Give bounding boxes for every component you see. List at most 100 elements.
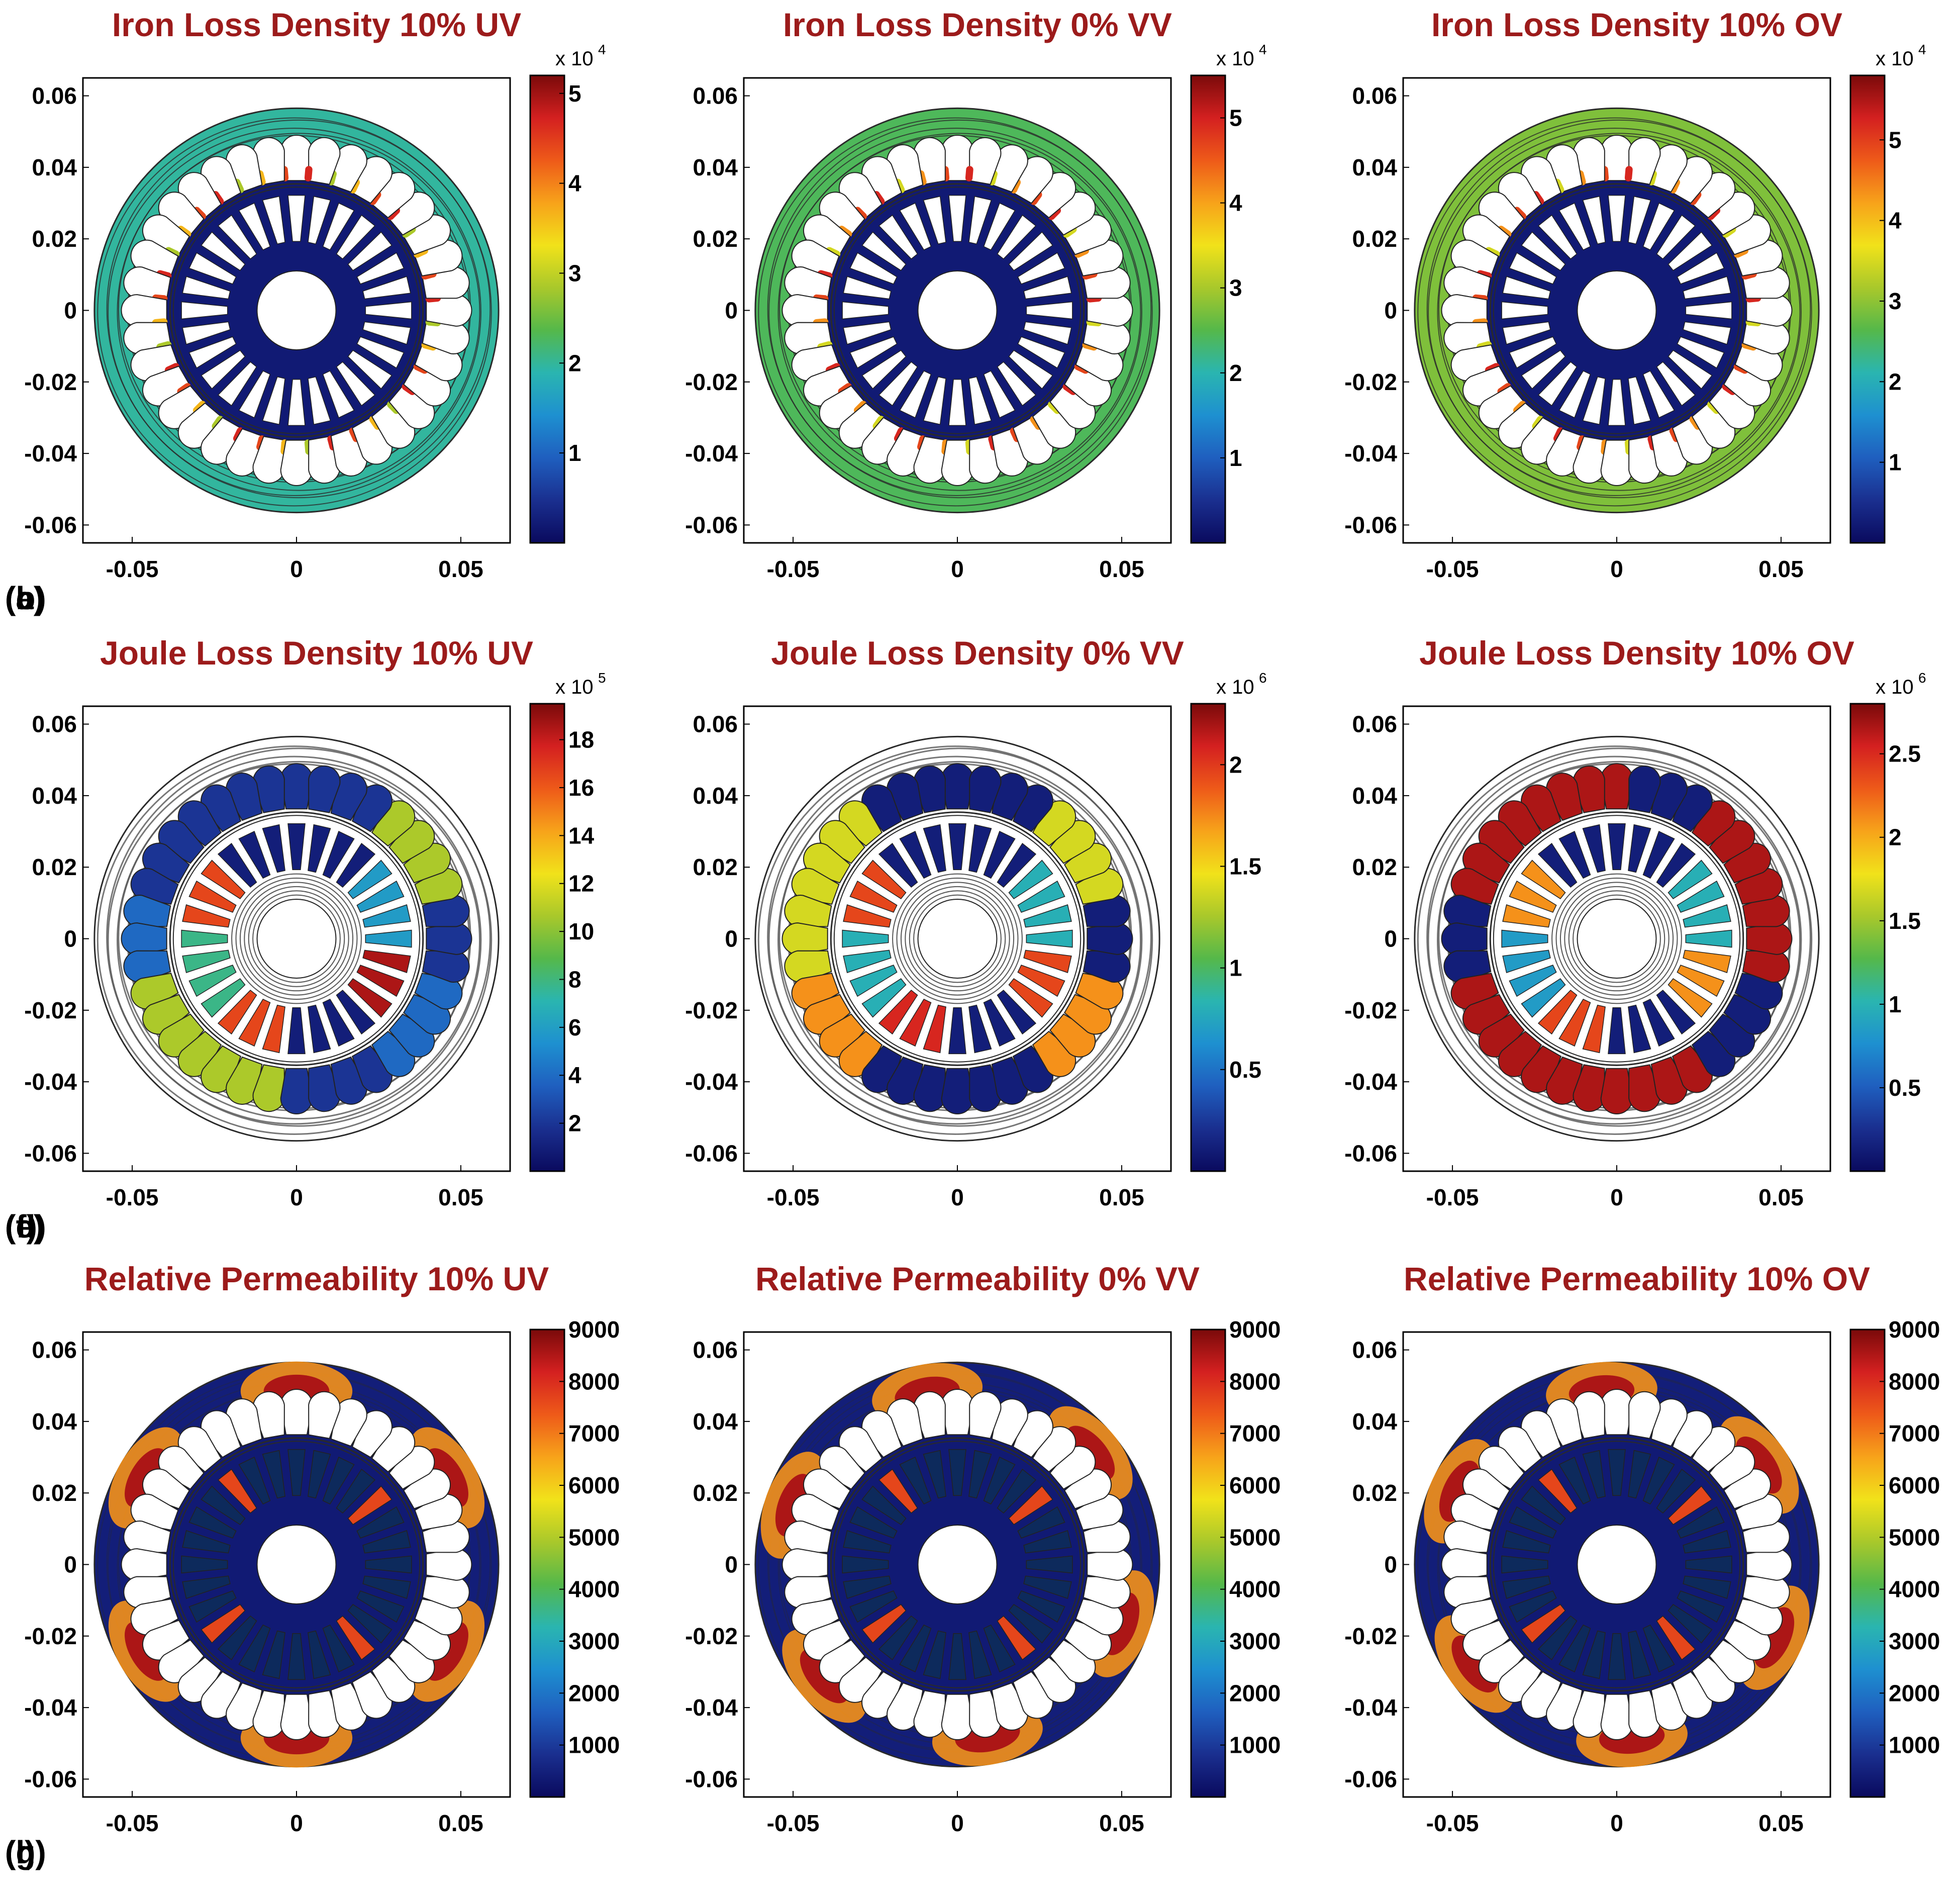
rotor-bar (843, 950, 892, 973)
rotor-bar (923, 196, 946, 245)
rotor-bar (1023, 904, 1072, 928)
panel-label: (d) (5, 1208, 46, 1245)
flux-contour-line (1436, 761, 1801, 1120)
colorbar-tick-label: 2 (1229, 751, 1242, 778)
rotor-bar (1017, 1506, 1065, 1539)
rotor-bar (287, 1449, 306, 1496)
colorbar: 0.5 1 1.5 2 2.5 x 10 6 (1849, 670, 1926, 1172)
rotor-bar (1509, 880, 1557, 913)
colorbar-tick-label: 1 (1889, 991, 1902, 1017)
shaft-hole (256, 899, 337, 979)
rotor-bar (1023, 950, 1072, 973)
colorbar-tick-label: 18 (568, 727, 594, 753)
rotor-bar (347, 1485, 393, 1526)
colorbar-tick-label: 8000 (1229, 1368, 1281, 1394)
rotor-bar (1502, 950, 1551, 973)
colorbar-exponent-power: 4 (598, 42, 606, 57)
rotor-bar (1608, 1633, 1626, 1680)
x-tick-label: 0.05 (1758, 556, 1804, 582)
rotor-bar (1509, 252, 1557, 285)
y-tick-label: -0.06 (685, 1766, 738, 1792)
colorbar-tick-label: 10 (568, 918, 594, 944)
rotor-bar (262, 1004, 285, 1054)
rotor-bar (1685, 301, 1732, 320)
rotor-contour-line (239, 882, 354, 996)
rotor-bar (923, 1630, 946, 1679)
rotor-bar (287, 195, 306, 242)
rotor-bar (861, 1603, 907, 1644)
x-tick-label: -0.05 (106, 1184, 159, 1210)
y-tick-label: -0.02 (685, 369, 738, 395)
rotor-contour-line (1564, 886, 1670, 992)
panel-label: (h) (5, 1834, 46, 1870)
rotor-bar (336, 989, 376, 1035)
rotor-bar (188, 880, 237, 913)
rotor-bar (308, 824, 331, 873)
colorbar-tick-label: 5 (1889, 127, 1902, 153)
air-gap (830, 183, 1085, 438)
rotor-bar (843, 1530, 892, 1554)
shaft-hole (1577, 1525, 1657, 1604)
y-tick-label: 0 (725, 1552, 738, 1578)
flux-contour-line (1417, 745, 1813, 1135)
rotor-bar (1685, 1555, 1732, 1574)
colorbar-gradient (1849, 1329, 1886, 1798)
rotor-contour-line (244, 886, 349, 992)
colorbar-tick-label: 4 (1229, 190, 1242, 216)
rotor-bar (948, 1449, 966, 1496)
y-tick-label: -0.04 (1344, 440, 1397, 466)
stator-slot (1600, 763, 1633, 810)
air-gap (1489, 183, 1744, 438)
stator-slot (280, 1693, 313, 1741)
panel-i: Relative Permeability 10% OV -0.05 0 0.05 0.… (5, 1260, 1940, 1870)
rotor-bar (968, 376, 992, 425)
y-tick-label: 0.04 (1352, 154, 1397, 180)
rotor-bar (1642, 370, 1675, 419)
stator-slot (308, 1391, 341, 1439)
rotor-bar (336, 361, 376, 407)
rotor-contour-line (231, 873, 362, 1004)
stator-slot (1087, 922, 1133, 955)
y-tick-label: 0.02 (1352, 226, 1397, 252)
rotor-bar (1521, 1485, 1566, 1526)
rotor-bar (356, 1590, 405, 1623)
x-tick-label: 0.05 (438, 1184, 483, 1210)
colorbar-gradient (1849, 74, 1886, 544)
x-tick-label: -0.05 (767, 556, 820, 582)
rotor-bar (1558, 1624, 1591, 1673)
rotor-bar (356, 336, 405, 369)
colorbar-tick-label: 16 (568, 775, 594, 801)
colorbar-tick-label: 2.5 (1889, 741, 1921, 767)
rotor-bar (308, 196, 331, 245)
panel-e: Joule Loss Density 0% VV -0.05 0 0.05 0.06 0.… (5, 634, 1267, 1245)
y-tick-label: -0.02 (1344, 1623, 1397, 1649)
colorbar-tick-label: 1 (1229, 445, 1242, 471)
rotor-bar (217, 989, 257, 1035)
rotor-bar (1537, 214, 1578, 260)
colorbar-tick-label: 1.5 (1889, 908, 1921, 934)
rotor-bar (968, 824, 992, 873)
rotor-bar (899, 1624, 932, 1673)
motor-cross-section (754, 1361, 1160, 1768)
rotor-bar (1582, 1450, 1606, 1499)
y-tick-label: -0.02 (1344, 997, 1397, 1023)
flux-contour-line (767, 747, 1152, 1127)
rotor-bar (1023, 321, 1072, 345)
colorbar-tick-label: 1.5 (1229, 853, 1261, 879)
rotor-bar (238, 830, 271, 879)
rotor-bar (861, 349, 907, 390)
flux-contour-line (768, 128, 1142, 496)
panel-title: Iron Loss Density 0% VV (783, 6, 1172, 43)
rotor-bar (1017, 252, 1065, 285)
colorbar-tick-label: 8 (568, 966, 581, 992)
colorbar-tick-label: 2000 (1889, 1680, 1940, 1706)
colorbar: 1000 2000 3000 4000 5000 6000 7000 8000 9000 (529, 1316, 620, 1798)
rotor-bar (1683, 276, 1731, 300)
rotor-bar (1677, 965, 1725, 997)
rotor-bar (997, 989, 1037, 1035)
rotor-bar (188, 336, 237, 369)
y-tick-label: 0.06 (693, 1337, 738, 1363)
colorbar-tick-label: 1000 (568, 1732, 620, 1758)
stator-slot (782, 1548, 828, 1581)
y-tick-label: 0.02 (1352, 1480, 1397, 1506)
